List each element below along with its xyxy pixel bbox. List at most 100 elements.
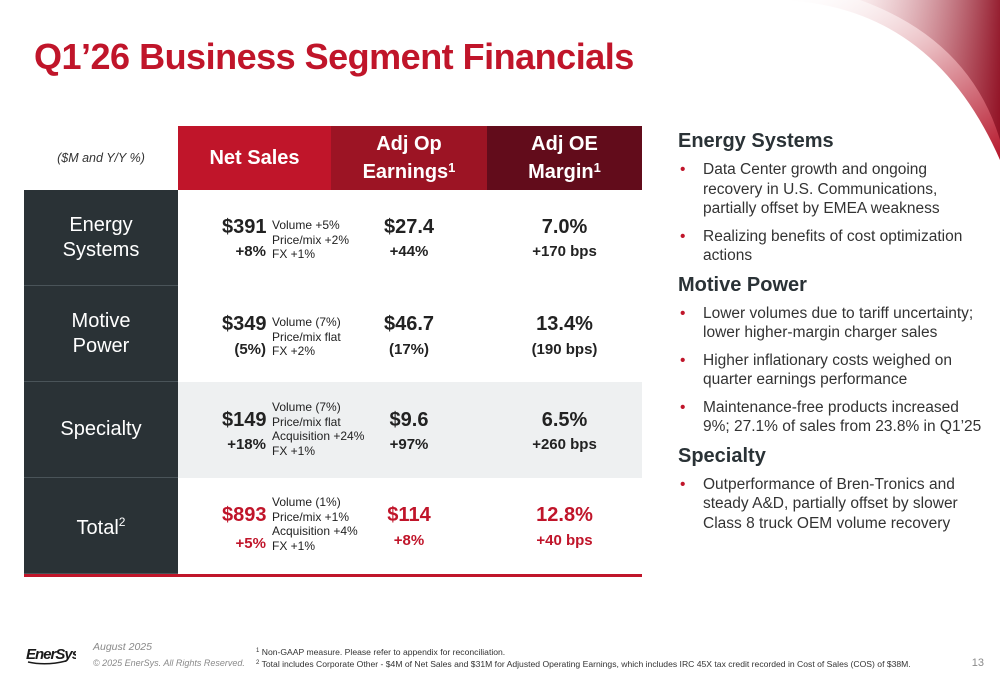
header-adj-op-line2: Earnings: [362, 161, 449, 183]
driver-item: FX +1%: [272, 538, 316, 553]
driver-item: Acquisition +24%: [272, 429, 365, 443]
driver-item: Volume (7%): [272, 400, 341, 414]
commentary-list: • Lower volumes due to tariff uncertainty…: [678, 304, 988, 437]
page-number: 13: [971, 657, 984, 669]
footnote-2: 2 Total includes Corporate Other - $4M o…: [256, 658, 911, 670]
driver-item: Volume (1%): [272, 495, 341, 509]
row-label-line1: Motive: [71, 309, 131, 332]
bullet-text: Realizing benefits of cost optimization …: [703, 227, 963, 265]
net-sales-change: +5%: [235, 535, 266, 552]
driver-item: Price/mix flat: [272, 329, 341, 344]
sales-drivers: Volume (7%) Price/mix flat FX +2%: [272, 315, 341, 359]
net-sales-value: $349: [222, 313, 267, 335]
header-adj-margin-line1: Adj OE: [531, 133, 598, 155]
driver-item: FX +1%: [272, 247, 316, 261]
header-adj-margin-line2: Margin: [528, 161, 594, 183]
bullet-text: Lower volumes due to tariff uncertainty;…: [703, 304, 974, 342]
row-label: Energy Systems: [24, 190, 178, 286]
commentary-bullet: • Data Center growth and ongoing recovery…: [678, 160, 988, 219]
total-underline: [24, 574, 642, 577]
row-label: Motive Power: [24, 286, 178, 382]
row-label-line2: Power: [72, 334, 130, 357]
row-label-line1: Specialty: [60, 418, 142, 440]
adj-margin-value: 6.5%: [541, 409, 588, 431]
bullet-text: Higher inflationary costs weighed on qua…: [703, 351, 952, 389]
adj-op-earnings-value: $27.4: [383, 216, 435, 238]
commentary-bullet: • Realizing benefits of cost optimization…: [678, 227, 988, 266]
bullet-icon: •: [680, 161, 686, 178]
sales-drivers: Volume (1%) Price/mix +1% Acquisition +4…: [272, 495, 358, 553]
commentary-bullet: • Lower volumes due to tariff uncertainty…: [678, 304, 988, 343]
adj-margin-value: 12.8%: [536, 504, 593, 526]
adj-op-earnings-change: +8%: [393, 532, 425, 549]
footnote-text: Non-GAAP measure. Please refer to append…: [261, 647, 506, 657]
driver-item: Price/mix flat: [272, 414, 341, 429]
adj-op-earnings-value: $114: [387, 504, 431, 526]
row-label: Total2: [24, 478, 178, 574]
footnote-marker: 2: [256, 660, 260, 666]
row-label-line1: Total: [76, 517, 119, 539]
bullet-text: Outperformance of Bren-Tronics and stead…: [703, 475, 958, 532]
row-label: Specialty: [24, 382, 178, 478]
adj-op-earnings-value: $9.6: [389, 409, 429, 431]
adj-op-earnings-value: $46.7: [383, 313, 435, 335]
net-sales-change: +8%: [235, 243, 266, 260]
driver-item: Volume (7%): [272, 315, 341, 329]
svg-text:EnerSys: EnerSys: [26, 646, 76, 663]
commentary-list: • Data Center growth and ongoing recovery…: [678, 160, 988, 266]
footer-date: August 2025: [93, 641, 152, 653]
bullet-text: Data Center growth and ongoing recovery …: [703, 161, 940, 217]
enersys-logo: EnerSys: [26, 646, 76, 665]
net-sales-value: $391: [222, 216, 267, 238]
adj-margin-change: +260 bps: [532, 436, 597, 453]
table-row-specialty: Specialty $149 +18% Volume (7%) Price/mi…: [24, 382, 642, 478]
header-adj-op-earnings: Adj Op Earnings1: [331, 126, 487, 190]
header-adj-op-line1: Adj Op: [376, 133, 442, 155]
commentary-bullet: • Outperformance of Bren-Tronics and stea…: [678, 475, 988, 534]
row-label-line2: Systems: [62, 238, 140, 261]
driver-item: FX +1%: [272, 443, 316, 458]
commentary-bullet: • Maintenance-free products increased 9%;…: [678, 398, 988, 437]
header-adj-oe-margin: Adj OE Margin1: [487, 126, 642, 190]
segment-commentary: Energy Systems • Data Center growth and o…: [678, 130, 988, 541]
driver-item: Acquisition +4%: [272, 524, 358, 538]
commentary-list: • Outperformance of Bren-Tronics and stea…: [678, 475, 988, 534]
footer-copyright: © 2025 EnerSys. All Rights Reserved.: [93, 658, 245, 668]
commentary-title-specialty: Specialty: [678, 444, 766, 467]
units-label: ($M and Y/Y %): [57, 151, 145, 165]
adj-margin-change: +170 bps: [532, 243, 597, 260]
footnotes: 1 Non-GAAP measure. Please refer to appe…: [256, 646, 911, 670]
row-label-line1: Energy: [69, 213, 133, 236]
adj-margin-change: (190 bps): [531, 341, 598, 358]
footnote-ref: 1: [448, 160, 456, 175]
adj-margin-value: 13.4%: [536, 313, 593, 335]
bullet-icon: •: [680, 227, 686, 245]
sales-drivers: Volume +5% Price/mix +2% FX +1%: [272, 218, 349, 262]
bullet-icon: •: [680, 304, 686, 322]
adj-op-earnings-change: (17%): [388, 341, 429, 358]
table-row-motive-power: Motive Power $349 (5%) Volume (7%) Price/…: [24, 286, 642, 382]
bullet-icon: •: [680, 398, 686, 416]
commentary-bullet: • Higher inflationary costs weighed on qu…: [678, 351, 988, 390]
footnote-text: Total includes Corporate Other - $4M of …: [261, 659, 911, 669]
sales-drivers: Volume (7%) Price/mix flat Acquisition +…: [272, 400, 364, 458]
driver-item: Price/mix +2%: [272, 232, 350, 247]
table-row-total: Total2 $893 +5% Volume (1%) Price/mix +1…: [24, 478, 642, 574]
adj-margin-change: +40 bps: [536, 532, 593, 549]
adj-op-earnings-change: +44%: [389, 243, 429, 260]
net-sales-change: +18%: [227, 436, 266, 453]
adj-margin-value: 7.0%: [541, 216, 588, 238]
footnote-marker: 1: [256, 648, 260, 654]
header-net-sales: Net Sales: [178, 126, 331, 190]
footnote-ref: 1: [593, 160, 601, 175]
net-sales-change: (5%): [234, 341, 266, 358]
driver-item: FX +2%: [272, 344, 316, 358]
adj-op-earnings-change: +97%: [389, 436, 429, 453]
net-sales-value: $893: [222, 504, 267, 526]
driver-item: Price/mix +1%: [272, 509, 350, 524]
net-sales-value: $149: [222, 409, 267, 431]
commentary-title-energy-systems: Energy Systems: [678, 130, 834, 152]
page-title: Q1’26 Business Segment Financials: [34, 36, 634, 77]
driver-item: Volume +5%: [272, 218, 340, 232]
bullet-text: Maintenance-free products increased 9%; …: [703, 398, 982, 436]
